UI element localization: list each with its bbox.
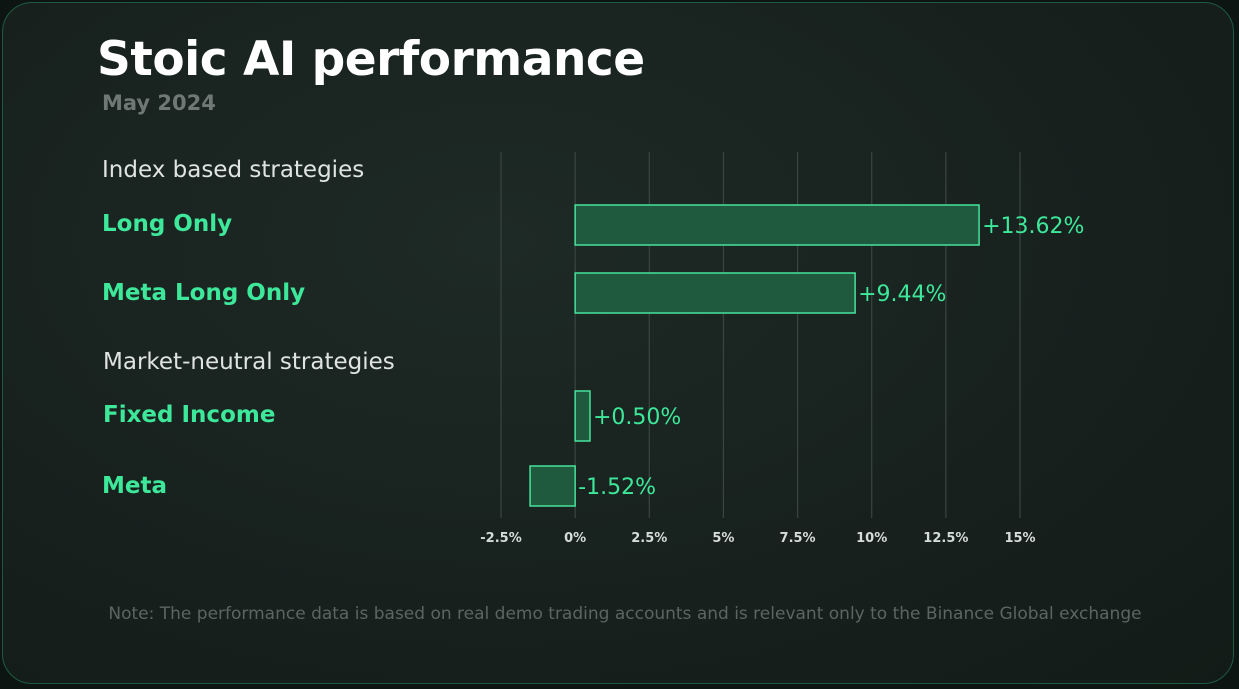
x-tick-label: 12.5% bbox=[923, 531, 968, 546]
strategy-label-meta: Meta bbox=[102, 473, 168, 499]
page-title: Stoic AI performance bbox=[97, 32, 645, 87]
section-label-market-neutral: Market-neutral strategies bbox=[103, 349, 395, 375]
bar-meta bbox=[529, 465, 576, 507]
section-label-index: Index based strategies bbox=[102, 157, 365, 183]
bar-meta-long-only bbox=[574, 272, 856, 314]
bar-value-label: +0.50% bbox=[593, 405, 681, 430]
x-tick-label: 2.5% bbox=[631, 531, 667, 546]
x-tick-label: 0% bbox=[564, 531, 586, 546]
strategy-label-fixed-income: Fixed Income bbox=[103, 402, 276, 428]
strategy-label-meta-long-only: Meta Long Only bbox=[102, 280, 306, 306]
x-tick-label: 10% bbox=[856, 531, 887, 546]
strategy-label-long-only: Long Only bbox=[102, 211, 233, 237]
x-tick-label: 15% bbox=[1004, 531, 1035, 546]
x-tick-label: 7.5% bbox=[780, 531, 816, 546]
bar-fixed-income bbox=[574, 390, 591, 442]
bar-value-label: +13.62% bbox=[982, 214, 1084, 239]
footnote: Note: The performance data is based on r… bbox=[108, 604, 1142, 624]
x-tick-label: 5% bbox=[712, 531, 734, 546]
x-tick-label: -2.5% bbox=[480, 531, 521, 546]
page-subtitle: May 2024 bbox=[102, 91, 216, 115]
bar-long-only bbox=[574, 204, 980, 246]
bar-value-label: -1.52% bbox=[578, 475, 656, 500]
bar-value-label: +9.44% bbox=[858, 282, 946, 307]
